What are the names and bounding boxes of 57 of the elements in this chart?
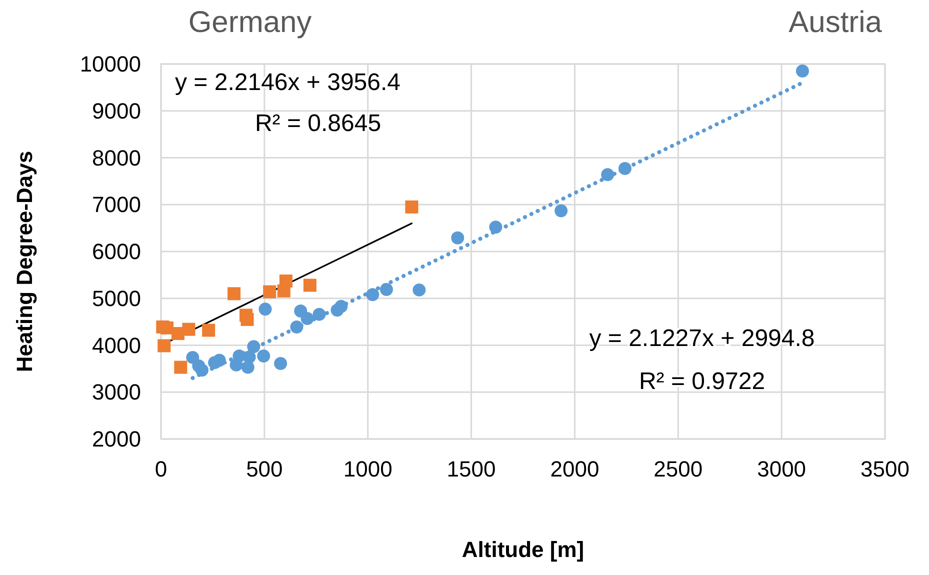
point: [240, 312, 254, 326]
x-tick-label: 2500: [654, 456, 703, 482]
point: [290, 320, 304, 334]
point: [412, 283, 426, 296]
y-tick-label: 10000: [80, 52, 141, 76]
text: Austria: [788, 6, 882, 39]
y-tick-label: 3000: [92, 380, 141, 405]
point: [160, 321, 174, 334]
x-tick-label: 2000: [550, 456, 600, 482]
y-tick-label: 4000: [92, 332, 141, 358]
point: [195, 364, 208, 377]
y-tick-label: 9000: [92, 98, 141, 124]
point: [405, 200, 418, 214]
point: [182, 322, 196, 336]
point: [241, 360, 254, 374]
annotation: R² = 0.9722: [638, 368, 766, 395]
annotation: R² = 0.8645: [254, 110, 382, 137]
x-tick-label: 3500: [860, 456, 910, 482]
point: [202, 324, 216, 337]
x-tick-label: 0: [154, 456, 168, 482]
point: [242, 350, 256, 364]
point: [212, 354, 226, 367]
x-tick-label: 1500: [446, 456, 496, 482]
point: [263, 285, 276, 298]
point: [303, 278, 316, 292]
point: [274, 357, 288, 370]
y-tick-label: 6000: [92, 239, 141, 264]
point: [158, 339, 171, 352]
annotation: y = 2.2146x + 3956.4: [175, 69, 401, 96]
x-axis-title: Altitude [m]: [462, 537, 584, 562]
y-axis-title: Heating Degree-Days: [12, 150, 37, 372]
point: [334, 300, 348, 313]
point: [300, 312, 314, 326]
point: [451, 231, 464, 244]
y-tick-label: 5000: [92, 286, 141, 311]
x-tick-label: 3000: [757, 456, 806, 482]
point: [489, 220, 502, 234]
point: [279, 274, 292, 288]
point: [258, 302, 272, 316]
point: [174, 360, 188, 374]
annotation: y = 2.1227x + 2994.8: [589, 325, 815, 352]
point: [366, 288, 380, 302]
point: [796, 64, 809, 78]
y-tick-label: 2000: [92, 426, 141, 452]
y-tick-label: 8000: [92, 145, 141, 170]
point: [228, 287, 241, 300]
point: [312, 308, 326, 321]
point: [554, 204, 568, 218]
point: [618, 162, 632, 176]
point: [247, 340, 260, 354]
x-tick-label: 1000: [343, 456, 392, 482]
text: Germany: [188, 6, 312, 39]
point: [601, 168, 614, 182]
y-tick-label: 7000: [92, 192, 141, 218]
x-tick-label: 500: [246, 456, 283, 482]
point: [257, 350, 270, 363]
point: [380, 282, 393, 296]
